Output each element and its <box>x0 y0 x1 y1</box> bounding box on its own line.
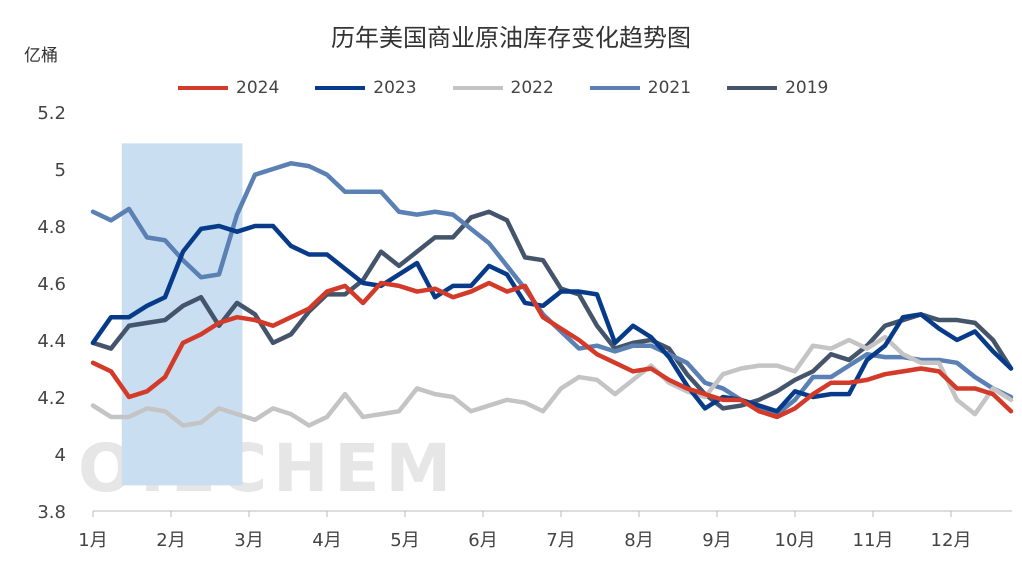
x-tick-label: 6月 <box>468 530 497 551</box>
legend-item: 2023 <box>315 78 417 98</box>
legend: 2024 2023 2022 2021 2019 <box>178 78 828 98</box>
series-line-2022 <box>90 334 1014 428</box>
y-tick-label: 3.8 <box>37 502 66 523</box>
y-tick-label: 4.8 <box>37 217 66 238</box>
legend-item: 2019 <box>727 78 828 98</box>
chart-title: 历年美国商业原油库存变化趋势图 <box>331 24 691 52</box>
legend-item: 2024 <box>178 78 279 98</box>
legend-swatch <box>589 86 640 90</box>
y-tick-label: 5 <box>55 160 66 181</box>
x-tick-label: 8月 <box>624 530 653 551</box>
legend-label: 2023 <box>373 78 417 98</box>
legend-label: 2024 <box>236 78 280 98</box>
legend-swatch <box>727 86 778 90</box>
x-tick-label: 1月 <box>78 530 107 551</box>
legend-item: 2021 <box>589 78 692 98</box>
x-tick-label: 5月 <box>390 530 419 551</box>
series-line-2019 <box>90 209 1014 411</box>
y-tick-label: 5.2 <box>37 103 66 124</box>
x-tick-label: 11月 <box>853 530 894 551</box>
series-line-2024 <box>90 280 1014 420</box>
x-tick-label: 10月 <box>775 530 816 551</box>
y-tick-label: 4.6 <box>37 274 66 295</box>
x-tick-label: 7月 <box>546 530 575 551</box>
highlight-band <box>121 143 243 486</box>
x-tick-label: 2月 <box>156 530 185 551</box>
y-tick-label: 4 <box>55 445 66 466</box>
legend-item: 2022 <box>452 78 554 98</box>
legend-swatch <box>452 86 503 90</box>
y-axis-label: 亿桶 <box>24 46 58 66</box>
x-tick-label: 12月 <box>931 530 972 551</box>
legend-label: 2019 <box>785 78 829 98</box>
legend-label: 2022 <box>510 78 554 98</box>
y-tick-label: 4.2 <box>37 388 66 409</box>
y-tick-label: 4.4 <box>37 331 66 352</box>
x-tick-label: 4月 <box>312 530 341 551</box>
legend-swatch <box>178 86 228 90</box>
x-tick-label: 9月 <box>702 530 731 551</box>
x-tick-label: 3月 <box>234 530 263 551</box>
legend-label: 2021 <box>647 78 692 98</box>
legend-swatch <box>315 86 366 90</box>
series-line-2023 <box>90 223 1014 414</box>
